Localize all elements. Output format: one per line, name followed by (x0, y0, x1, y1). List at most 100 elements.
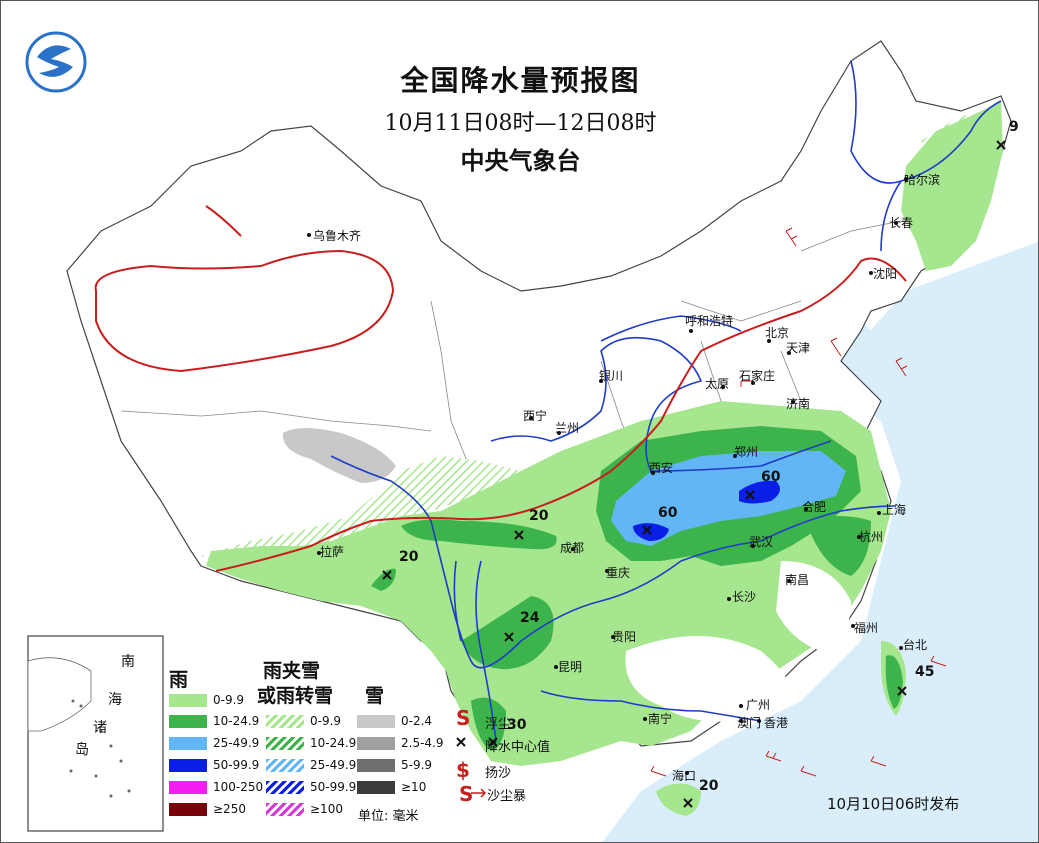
city-label: 杭州 (859, 530, 884, 544)
legend-swatch (357, 714, 395, 728)
inset-label: 岛 (75, 742, 89, 758)
legend-swatch (266, 714, 304, 728)
city-label: 台北 (903, 638, 928, 652)
legend-swatch (169, 758, 207, 772)
legend-rain-row: 50-99.9 (169, 758, 259, 772)
legend-swatch (357, 736, 395, 750)
legend-label: 25-49.9 (310, 758, 357, 772)
legend-sleet-row: ≥100 (266, 802, 343, 816)
max-value-label: 45 (915, 664, 935, 680)
rivers (330, 60, 1002, 742)
legend-rain-row: 10-24.9 (169, 714, 259, 728)
legend-snow-row: 2.5-4.9 (357, 736, 444, 750)
city-label: 天津 (786, 341, 811, 355)
city-label: 济南 (786, 397, 811, 411)
city-label: 郑州 (734, 445, 759, 459)
legend-swatch (169, 693, 207, 707)
legend-swatch (266, 780, 304, 794)
legend-swatch (169, 714, 207, 728)
city-label: 重庆 (606, 566, 631, 580)
legend-snow-row: ≥10 (357, 780, 426, 794)
map-period: 10月11日08时—12日08时 (384, 111, 657, 136)
city-label: 合肥 (802, 500, 827, 514)
legend-label: 10-24.9 (310, 736, 357, 750)
city-label: 海口 (672, 769, 697, 783)
legend-symbols: S $ S (456, 706, 487, 806)
city-label: 香港 (764, 716, 789, 730)
max-value-label: 24 (520, 610, 540, 626)
inset-islands (69, 699, 131, 798)
city-label: 成都 (560, 541, 585, 555)
legend-label: 2.5-4.9 (401, 736, 444, 750)
legend-swatch (266, 802, 304, 816)
city-label: 福州 (854, 621, 879, 635)
legend-sleet-row: 50-99.9 (266, 780, 356, 794)
map-agency: 中央气象台 (460, 147, 581, 175)
legend-label: ≥250 (213, 802, 246, 816)
legend-sleet-header-2: 或雨转雪 (257, 685, 334, 707)
legend-swatch (266, 758, 304, 772)
legend-swatch (357, 758, 395, 772)
legend-snow-row: 5-9.9 (357, 758, 432, 772)
legend-label: 50-99.9 (213, 758, 260, 772)
city-label: 兰州 (555, 421, 580, 435)
heavy-rain-area (611, 451, 846, 546)
legend-sleet-row: 0-9.9 (266, 714, 341, 728)
legend-swatch (266, 736, 304, 750)
inset-label: 海 (108, 692, 122, 708)
city-label: 武汉 (749, 535, 774, 549)
svg-text:S: S (456, 706, 470, 730)
dry-area-south (625, 636, 791, 722)
legend-swatch (169, 780, 207, 794)
legend-label: 5-9.9 (401, 758, 433, 772)
legend-label: 10-24.9 (213, 714, 260, 728)
legend-symbol-label: 降水中心值 (485, 740, 551, 755)
legend-sleet-row: 25-49.9 (266, 758, 356, 772)
legend-snow-row: 0-2.4 (357, 714, 432, 728)
inset-label: 诸 (93, 720, 107, 736)
legend-rain-row: 100-250 (169, 780, 263, 794)
city-label: 西宁 (523, 409, 548, 423)
legend-label: 0-2.4 (401, 714, 433, 728)
map-title: 全国降水量预报图 (400, 64, 641, 97)
dust-boundaries (94, 205, 907, 572)
issue-time: 10月10日06时发布 (827, 795, 960, 813)
legend-label: ≥10 (401, 780, 427, 794)
legend-label: 0-9.9 (213, 693, 245, 707)
city-label: 澳门 (737, 716, 762, 730)
city-label: 沈阳 (873, 267, 898, 281)
legend-symbol-label: 扬沙 (485, 766, 512, 781)
city-label: 银川 (599, 369, 624, 383)
city-label: 广州 (746, 698, 771, 712)
svg-text:$: $ (456, 758, 470, 782)
legend-swatch (357, 780, 395, 794)
city-label: 哈尔滨 (904, 173, 941, 187)
sea-area (602, 241, 1038, 842)
legend-sleet-row: 10-24.9 (266, 736, 356, 750)
sleet-area-tibet (201, 456, 521, 561)
legend-label: 25-49.9 (213, 736, 260, 750)
city-label: 西安 (649, 461, 674, 475)
city-dots (307, 177, 908, 775)
legend-symbol-label: 浮尘 (485, 717, 512, 732)
legend-swatch (169, 736, 207, 750)
city-label: 南昌 (785, 573, 810, 587)
svg-text:S: S (459, 782, 473, 806)
dry-area-east (776, 561, 851, 651)
rainstorm-area-2 (633, 523, 669, 541)
legend-rain-header: 雨 (169, 669, 189, 691)
legend-rain-row: ≥250 (169, 802, 246, 816)
city-label: 乌鲁木齐 (313, 229, 362, 243)
snow-area (282, 428, 396, 483)
inset-coast (27, 657, 92, 732)
inset-label: 南 (121, 654, 135, 670)
legend-label: 50-99.9 (310, 780, 357, 794)
city-label: 拉萨 (320, 545, 345, 559)
city-label: 太原 (705, 377, 730, 391)
legend-rain-row: 25-49.9 (169, 736, 259, 750)
rainstorm-area-1 (739, 480, 780, 504)
city-label: 贵阳 (612, 630, 637, 644)
max-value-label: 20 (699, 778, 719, 794)
